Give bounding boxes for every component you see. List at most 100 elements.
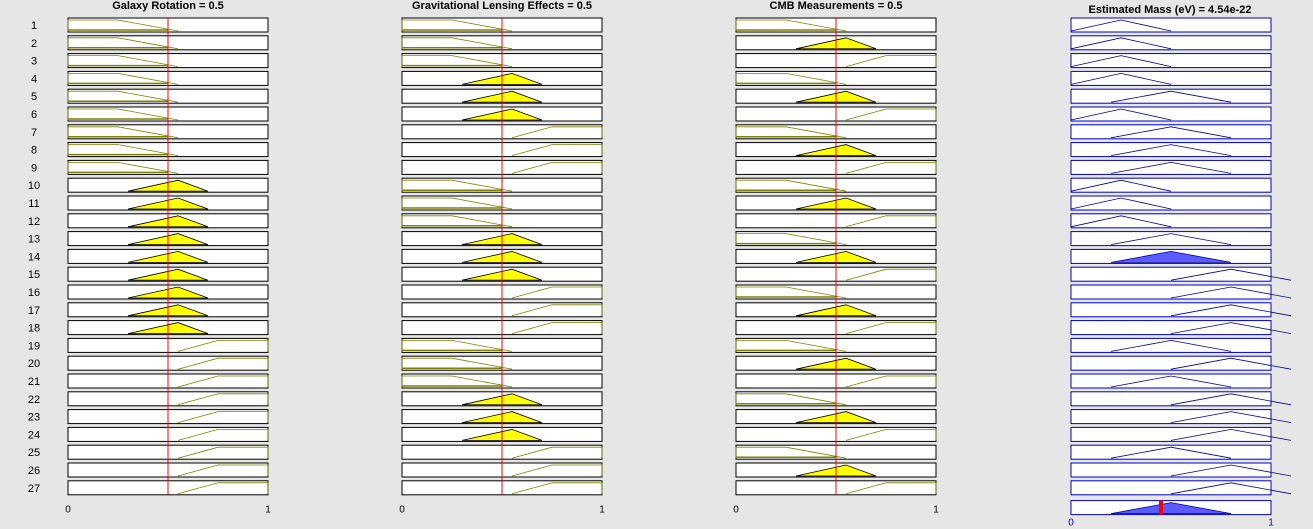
output-membership [1070, 215, 1172, 228]
axis-max-label: 1 [933, 505, 939, 516]
membership-line [401, 215, 513, 228]
rule-output-box [1070, 320, 1272, 336]
membership-line [511, 161, 603, 174]
rule-output-box [1070, 177, 1272, 193]
membership-line [67, 144, 179, 156]
rule-number: 5 [31, 91, 37, 103]
membership-line [735, 286, 847, 299]
rule-output-box [1070, 444, 1272, 460]
membership-line [735, 73, 847, 85]
output-membership [1070, 108, 1172, 121]
output-membership [1170, 268, 1292, 281]
rule-number: 16 [28, 287, 40, 299]
membership-line [177, 428, 269, 441]
membership-line [401, 179, 513, 192]
axis-min-label: 0 [399, 505, 405, 516]
axis-max-label: 1 [599, 505, 605, 516]
rule-number: 24 [28, 429, 40, 441]
rule-number: 27 [28, 483, 40, 495]
membership-line [177, 393, 269, 406]
aggregate-fill [1110, 502, 1232, 514]
rule-number: 8 [31, 145, 37, 157]
rule-number: 7 [31, 127, 37, 139]
rule-panels [67, 17, 1292, 516]
membership-line [511, 126, 603, 139]
output-membership [1070, 19, 1172, 32]
rule-output-box [1070, 213, 1272, 229]
rule-number: 9 [31, 162, 37, 174]
membership-line [845, 55, 937, 67]
membership-line [67, 19, 179, 32]
output-membership [1170, 357, 1292, 370]
output-membership [1070, 37, 1172, 50]
membership-line [845, 161, 937, 174]
rule-number: 19 [28, 340, 40, 352]
rule-output-box [1070, 426, 1272, 442]
rule-output-box [1070, 70, 1272, 86]
title-estimated-mass: Estimated Mass (eV) = 4.54e-22 [1089, 4, 1252, 16]
membership-line [735, 233, 847, 245]
rule-output-box [1070, 231, 1272, 247]
output-axis-min-label: 0 [1068, 518, 1074, 529]
rule-number: 17 [28, 305, 40, 317]
membership-line [67, 126, 179, 139]
membership-line [177, 375, 269, 388]
membership-line [177, 446, 269, 459]
rule-output-box [1070, 17, 1272, 33]
output-membership [1070, 179, 1172, 192]
output-membership [1070, 197, 1172, 210]
rule-output-box [1070, 462, 1272, 478]
rule-output-box [1070, 35, 1272, 51]
membership-line [67, 55, 179, 67]
axis-min-label: 0 [733, 505, 739, 516]
membership-line [401, 55, 513, 67]
rule-output-box [1070, 409, 1272, 425]
membership-line [67, 90, 179, 103]
rule-number: 15 [28, 269, 40, 281]
rule-output-box [1070, 284, 1272, 300]
rule-number: 21 [28, 376, 40, 388]
output-membership [1110, 90, 1232, 103]
rule-number: 2 [31, 38, 37, 50]
output-membership [1110, 144, 1232, 156]
rule-output-box [1070, 142, 1272, 158]
rule-output-box [1070, 159, 1272, 175]
output-membership [1110, 126, 1232, 139]
membership-line [177, 357, 269, 370]
membership-line [735, 393, 847, 406]
output-membership [1170, 393, 1292, 406]
rule-number: 3 [31, 56, 37, 68]
rule-output-box [1070, 195, 1272, 211]
output-axis-max-label: 1 [1268, 518, 1274, 529]
membership-line [511, 304, 603, 317]
rule-number: 12 [28, 216, 40, 228]
membership-line [735, 126, 847, 139]
axis-min-label: 0 [65, 505, 71, 516]
membership-line [177, 339, 269, 352]
rule-number: 26 [28, 465, 40, 477]
output-membership [1170, 322, 1292, 334]
membership-line [845, 108, 937, 121]
membership-line [401, 339, 513, 352]
membership-line [401, 197, 513, 210]
output-membership [1170, 428, 1292, 441]
membership-line [511, 482, 603, 495]
membership-line [511, 464, 603, 477]
rule-number: 4 [31, 73, 37, 85]
membership-line [511, 446, 603, 459]
rule-number: 14 [28, 251, 40, 263]
rule-number: 23 [28, 412, 40, 424]
output-membership [1170, 286, 1292, 299]
membership-line [845, 375, 937, 388]
rule-number: 11 [28, 198, 39, 210]
rule-number: 13 [28, 234, 40, 246]
membership-line [845, 215, 937, 228]
rule-output-box [1070, 355, 1272, 371]
output-membership [1110, 161, 1232, 174]
output-membership [1110, 250, 1232, 263]
output-membership [1170, 464, 1292, 477]
membership-line [845, 268, 937, 281]
membership-line [67, 73, 179, 85]
membership-line [177, 464, 269, 477]
